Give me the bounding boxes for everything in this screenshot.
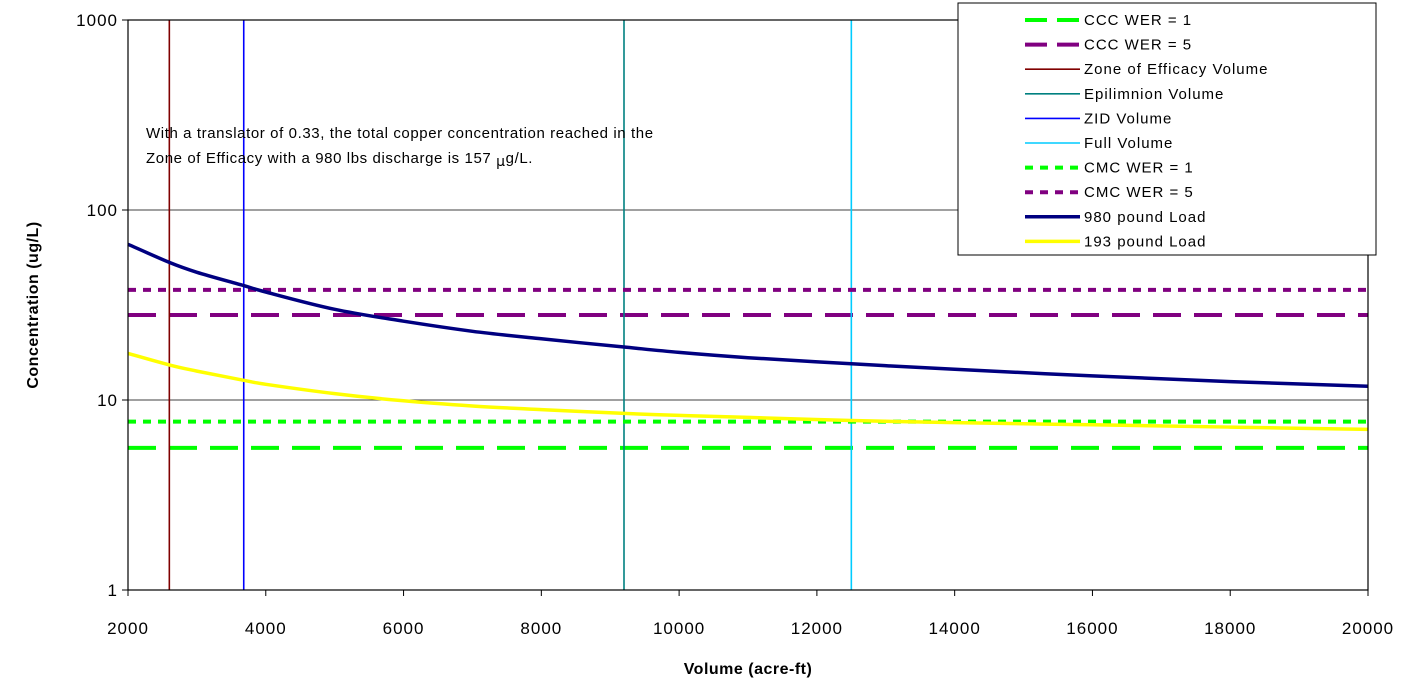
annotation-mu-symbol: μ [496,154,506,170]
x-tick-label: 20000 [1342,619,1394,638]
x-tick-label: 10000 [653,619,705,638]
series-layer [127,20,1369,590]
y-axis-ticks: 1 10 100 1000 [76,11,128,600]
y-tick-label: 1 [108,581,118,600]
plot-area-frame [127,19,1369,591]
legend-item-epilimnion-volume: Epilimnion Volume [1025,86,1224,103]
legend-label: CMC WER = 1 [1084,160,1194,177]
series-980-pound-load [127,242,1369,389]
legend-label: CCC WER = 1 [1084,12,1192,29]
series-193-pound-load [127,351,1369,432]
x-tick-label: 8000 [520,619,562,638]
x-tick-label: 16000 [1066,619,1118,638]
legend-label: Epilimnion Volume [1084,86,1224,103]
y-tick-label: 1000 [76,11,118,30]
legend-label: 193 pound Load [1084,233,1206,250]
annotation-line-1: With a translator of 0.33, the total cop… [146,125,654,142]
annotation-line-2-suffix: g/L. [506,150,533,167]
x-tick-label: 14000 [929,619,981,638]
legend-item-zone-of-efficacy-volume: Zone of Efficacy Volume [1025,61,1268,78]
legend-label: ZID Volume [1084,110,1172,127]
legend-item-cmc-wer-5: CMC WER = 5 [1025,184,1194,201]
legend-label: CCC WER = 5 [1084,37,1192,54]
y-tick-label: 100 [87,201,118,220]
legend-label: Full Volume [1084,135,1173,152]
y-axis-title: Concentration (ug/L) [25,221,42,388]
legend-item-980-pound-load: 980 pound Load [1025,209,1206,226]
annotation-line-2: Zone of Efficacy with a 980 lbs discharg… [146,150,533,170]
annotation-note: With a translator of 0.33, the total cop… [146,125,654,170]
legend-item-cmc-wer-1: CMC WER = 1 [1025,160,1194,177]
legend-item-193-pound-load: 193 pound Load [1025,233,1206,250]
x-axis-ticks: 2000 4000 6000 8000 10000 12000 14000 16000 1800… [107,590,1394,638]
legend-item-zid-volume: ZID Volume [1025,110,1172,127]
legend-label: 980 pound Load [1084,209,1206,226]
legend-item-full-volume: Full Volume [1025,135,1173,152]
annotation-line-2-prefix: Zone of Efficacy with a 980 lbs discharg… [146,150,496,167]
legend-label: Zone of Efficacy Volume [1084,61,1268,78]
y-tick-label: 10 [97,391,118,410]
x-tick-label: 2000 [107,619,149,638]
legend-item-ccc-wer-1: CCC WER = 1 [1025,12,1192,29]
x-tick-label: 12000 [791,619,843,638]
x-tick-label: 4000 [245,619,287,638]
legend-item-ccc-wer-5: CCC WER = 5 [1025,37,1192,54]
x-axis-title: Volume (acre-ft) [684,661,813,678]
legend: CCC WER = 1 CCC WER = 5 Zone of Efficacy V… [957,2,1377,256]
legend-label: CMC WER = 5 [1084,184,1194,201]
x-tick-label: 6000 [383,619,425,638]
x-tick-label: 18000 [1204,619,1256,638]
